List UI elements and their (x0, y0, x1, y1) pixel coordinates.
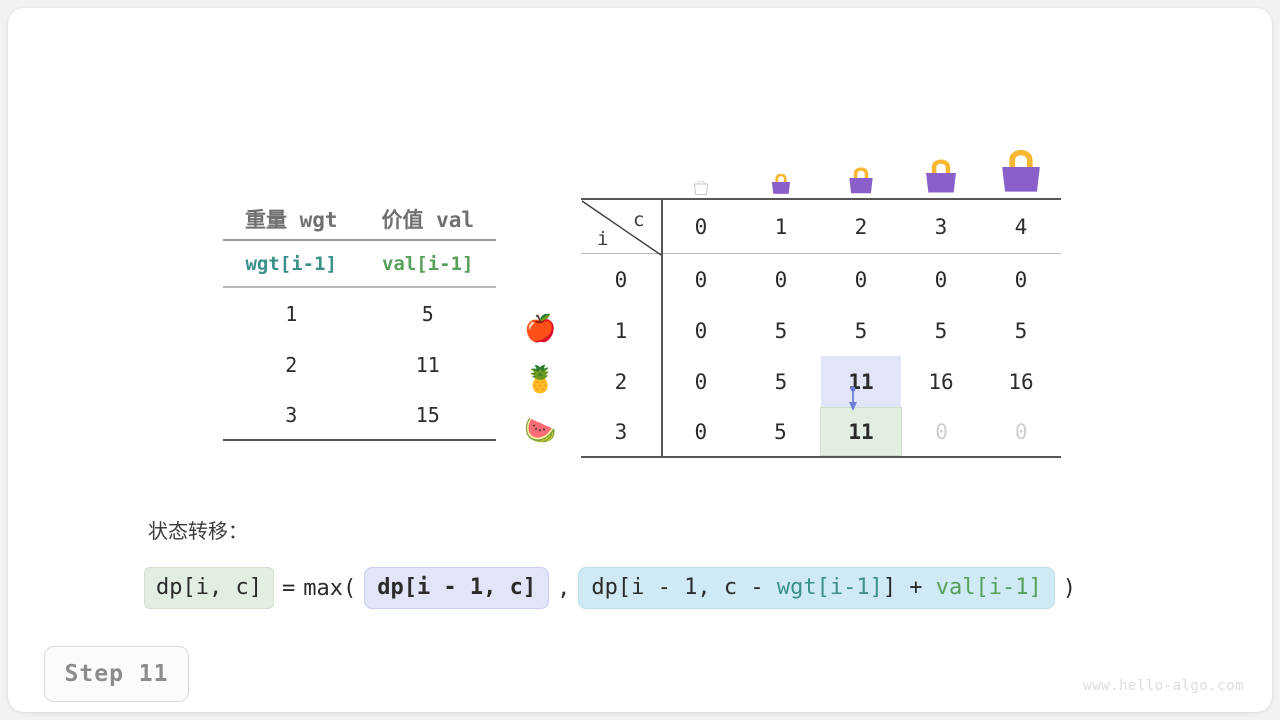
formula-comma: , (557, 575, 571, 601)
dp-cell-2-2-highlighted: 11 (821, 356, 901, 407)
item-wgt-2: 2 (285, 352, 298, 377)
item-val-1: 5 (421, 301, 434, 326)
dp-cell-2-1: 5 (774, 369, 788, 394)
table-row: 1 0 5 5 5 5 (581, 305, 1061, 356)
formula-take-val: val[i-1] (935, 575, 1042, 600)
dp-row-header-3: 3 (614, 419, 628, 444)
item-table-header-wgt: 重量 wgt (244, 207, 338, 232)
dp-cell-3-0: 0 (694, 419, 708, 444)
step-badge: Step 11 (44, 646, 189, 702)
formula-take-mid: ] + (882, 575, 936, 600)
apple-icon: 🍎 (524, 313, 557, 344)
dp-table: c i 0 1 2 3 4 0 0 0 0 0 0 (581, 198, 1061, 458)
formula-take-wgt: wgt[i-1] (776, 575, 883, 600)
dp-col-axis-label: c (633, 209, 645, 231)
diagram-card: 重量 wgt 价值 val wgt[i-1] val[i-1] 1 5 2 11… (8, 8, 1272, 712)
item-table-subheader-val: val[i-1] (381, 252, 474, 275)
table-row: 3 15 (223, 390, 496, 441)
dp-row-header-1: 1 (614, 318, 628, 343)
table-row: 2 0 5 11 16 16 (581, 356, 1061, 407)
dp-col-header-0: 0 (694, 214, 708, 239)
dp-cell-1-3: 5 (934, 318, 948, 343)
dp-row-header-2: 2 (614, 369, 628, 394)
formula-take-prefix: dp[i - 1, c - (591, 575, 777, 600)
formula-max-close: ) (1062, 575, 1077, 601)
dp-row-header-0: 0 (614, 267, 628, 292)
dp-cell-3-3: 0 (935, 419, 948, 444)
handbag-icon (926, 159, 956, 193)
watermark: www.hello-algo.com (1083, 678, 1244, 694)
handbag-icon (849, 167, 873, 194)
table-row: 1 5 (223, 288, 496, 339)
dp-cell-1-1: 5 (774, 318, 788, 343)
table-row: 0 0 0 0 0 0 (581, 254, 1061, 305)
dp-cell-3-1: 5 (774, 419, 787, 444)
knapsack-capacity-icons (661, 128, 1061, 196)
item-table-subheader-wgt: wgt[i-1] (245, 252, 337, 275)
dp-table-header: c i 0 1 2 3 4 (581, 198, 1061, 256)
handbag-icon (771, 173, 791, 194)
dp-cell-0-4: 0 (1014, 267, 1028, 292)
dp-col-header-4: 4 (1014, 214, 1028, 239)
formula-max-open: max( (303, 575, 357, 601)
dp-cell-1-0: 0 (694, 318, 708, 343)
dp-cell-1-4: 5 (1014, 318, 1028, 343)
dp-cell-3-4: 0 (1014, 419, 1028, 444)
dp-col-header-1: 1 (774, 214, 788, 239)
pineapple-icon: 🍍 (524, 364, 557, 395)
item-val-2: 11 (415, 352, 440, 377)
dp-col-header-3: 3 (934, 214, 948, 239)
diagonal-divider-icon (581, 200, 662, 256)
dp-cell-0-0: 0 (694, 267, 708, 292)
dp-cell-2-0: 0 (694, 369, 708, 394)
dp-column-headers: 0 1 2 3 4 (661, 200, 1061, 253)
dp-row-axis-label: i (597, 228, 609, 250)
item-icon-column: 🍎 🍍 🍉 (513, 303, 568, 456)
state-transition-label: 状态转移： (148, 519, 248, 543)
dp-vertical-divider (661, 254, 663, 458)
item-wgt-3: 3 (285, 402, 298, 427)
dp-col-header-2: 2 (854, 214, 868, 239)
state-transition-formula: dp[i, c] = max( dp[i - 1, c] , dp[i - 1,… (144, 564, 1084, 612)
formula-option-take: dp[i - 1, c - wgt[i-1]] + val[i-1] (578, 567, 1055, 609)
item-table-header-val: 价值 val (381, 207, 475, 232)
item-val-3: 15 (415, 402, 440, 427)
dp-table-body: 0 0 0 0 0 0 1 0 5 5 5 5 (581, 198, 1061, 458)
handbag-icon (694, 180, 708, 195)
dp-cell-0-2: 0 (854, 267, 868, 292)
dp-cell-0-1: 0 (774, 267, 788, 292)
item-wgt-1: 1 (285, 301, 298, 326)
formula-target: dp[i, c] (144, 567, 274, 609)
item-weight-value-table: 重量 wgt 价值 val wgt[i-1] val[i-1] 1 5 2 11… (223, 198, 496, 441)
formula-option-skip: dp[i - 1, c] (364, 567, 550, 609)
dp-vertical-divider-head (661, 198, 663, 254)
watermelon-icon: 🍉 (524, 415, 557, 446)
dp-cell-3-2-highlighted: 11 (820, 407, 902, 456)
handbag-icon (1002, 149, 1040, 192)
dp-cell-2-4: 16 (1008, 369, 1034, 394)
table-row: 2 11 (223, 339, 496, 390)
table-row: 3 0 5 11 0 0 (581, 407, 1061, 458)
dp-cell-2-3: 16 (928, 369, 954, 394)
dp-cell-1-2: 5 (854, 318, 868, 343)
dp-cell-0-3: 0 (934, 267, 948, 292)
item-table-header-row: 重量 wgt 价值 val (223, 198, 496, 241)
item-table-subheader-row: wgt[i-1] val[i-1] (223, 241, 496, 288)
formula-equals: = (281, 575, 296, 601)
dp-corner-cell: c i (581, 200, 662, 256)
